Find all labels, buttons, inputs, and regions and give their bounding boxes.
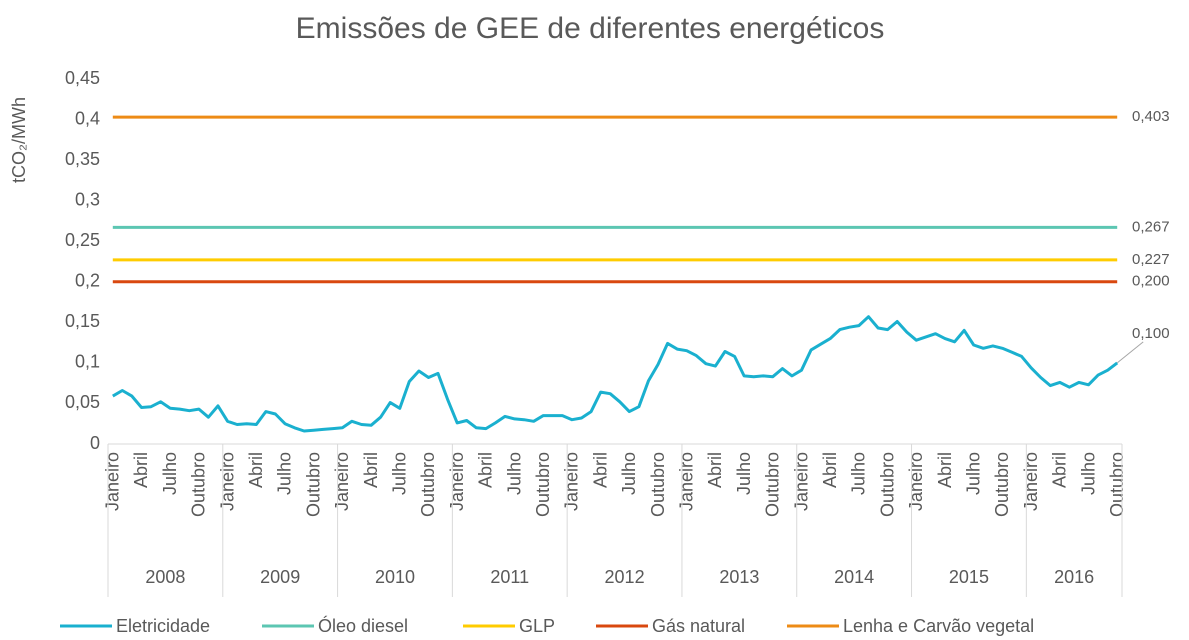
x-tick-label: Abril: [1050, 452, 1070, 488]
year-label: 2010: [375, 567, 415, 587]
x-tick-label: Julho: [275, 452, 295, 495]
x-tick-label: Outubro: [189, 452, 209, 517]
y-tick-label: 0,35: [65, 149, 100, 169]
year-label: 2011: [490, 567, 529, 587]
x-tick-label: Abril: [705, 452, 725, 488]
data-label: 0,403: [1132, 108, 1170, 125]
y-tick-label: 0,45: [65, 68, 100, 88]
x-tick-label: Janeiro: [791, 452, 811, 511]
x-tick-label: Julho: [1078, 452, 1098, 495]
x-tick-label: Outubro: [763, 452, 783, 517]
y-tick-label: 0,2: [75, 271, 100, 291]
x-tick-label: Janeiro: [217, 452, 237, 511]
y-tick-label: 0,05: [65, 392, 100, 412]
x-tick-label: Janeiro: [447, 452, 467, 511]
legend-label: Lenha e Carvão vegetal: [843, 616, 1034, 636]
x-tick-label: Abril: [246, 452, 266, 488]
y-tick-label: 0: [90, 433, 100, 453]
x-tick-label: Abril: [590, 452, 610, 488]
year-label: 2009: [260, 567, 300, 587]
x-tick-label: Janeiro: [332, 452, 352, 511]
x-tick-label: Outubro: [1107, 452, 1127, 517]
chart-title: Emissões de GEE de diferentes energético…: [296, 12, 885, 45]
y-tick-label: 0,1: [75, 352, 100, 372]
data-label: 0,227: [1132, 251, 1170, 268]
x-tick-label: Julho: [504, 452, 524, 495]
y-axis-title: tCO₂/MWh: [9, 97, 29, 183]
x-tick-label: Janeiro: [1021, 452, 1041, 511]
x-tick-label: Abril: [361, 452, 381, 488]
x-tick-label: Abril: [935, 452, 955, 488]
x-tick-label: Outubro: [648, 452, 668, 517]
year-label: 2008: [145, 567, 185, 587]
x-tick-label: Abril: [820, 452, 840, 488]
y-tick-label: 0,4: [75, 108, 100, 128]
y-tick-label: 0,15: [65, 311, 100, 331]
y-tick-label: 0,25: [65, 230, 100, 250]
x-tick-label: Abril: [476, 452, 496, 488]
x-tick-label: Julho: [619, 452, 639, 495]
legend-label: Eletricidade: [116, 616, 210, 636]
data-label: 0,100: [1132, 325, 1170, 342]
x-tick-label: Abril: [131, 452, 151, 488]
series-line: [112, 315, 1119, 433]
year-label: 2012: [605, 567, 645, 587]
x-tick-label: Janeiro: [103, 452, 123, 511]
legend-label: GLP: [519, 616, 555, 636]
x-tick-label: Julho: [849, 452, 869, 495]
legend-label: Óleo diesel: [318, 615, 408, 636]
y-tick-label: 0,3: [75, 189, 100, 209]
x-tick-label: Outubro: [533, 452, 553, 517]
x-tick-label: Outubro: [418, 452, 438, 517]
x-tick-label: Outubro: [877, 452, 897, 517]
x-tick-label: Janeiro: [562, 452, 582, 511]
year-label: 2016: [1054, 567, 1094, 587]
x-tick-label: Julho: [734, 452, 754, 495]
x-tick-label: Janeiro: [676, 452, 696, 511]
data-label: 0,267: [1132, 218, 1170, 235]
year-label: 2014: [834, 567, 874, 587]
x-tick-label: Janeiro: [906, 452, 926, 511]
legend-label: Gás natural: [652, 616, 745, 636]
year-label: 2015: [949, 567, 989, 587]
data-label: 0,200: [1132, 273, 1170, 290]
x-tick-label: Julho: [963, 452, 983, 495]
leader-line: [1116, 341, 1144, 364]
x-tick-label: Outubro: [992, 452, 1012, 517]
x-tick-label: Julho: [160, 452, 180, 495]
x-tick-label: Julho: [390, 452, 410, 495]
x-tick-label: Outubro: [303, 452, 323, 517]
year-label: 2013: [719, 567, 759, 587]
